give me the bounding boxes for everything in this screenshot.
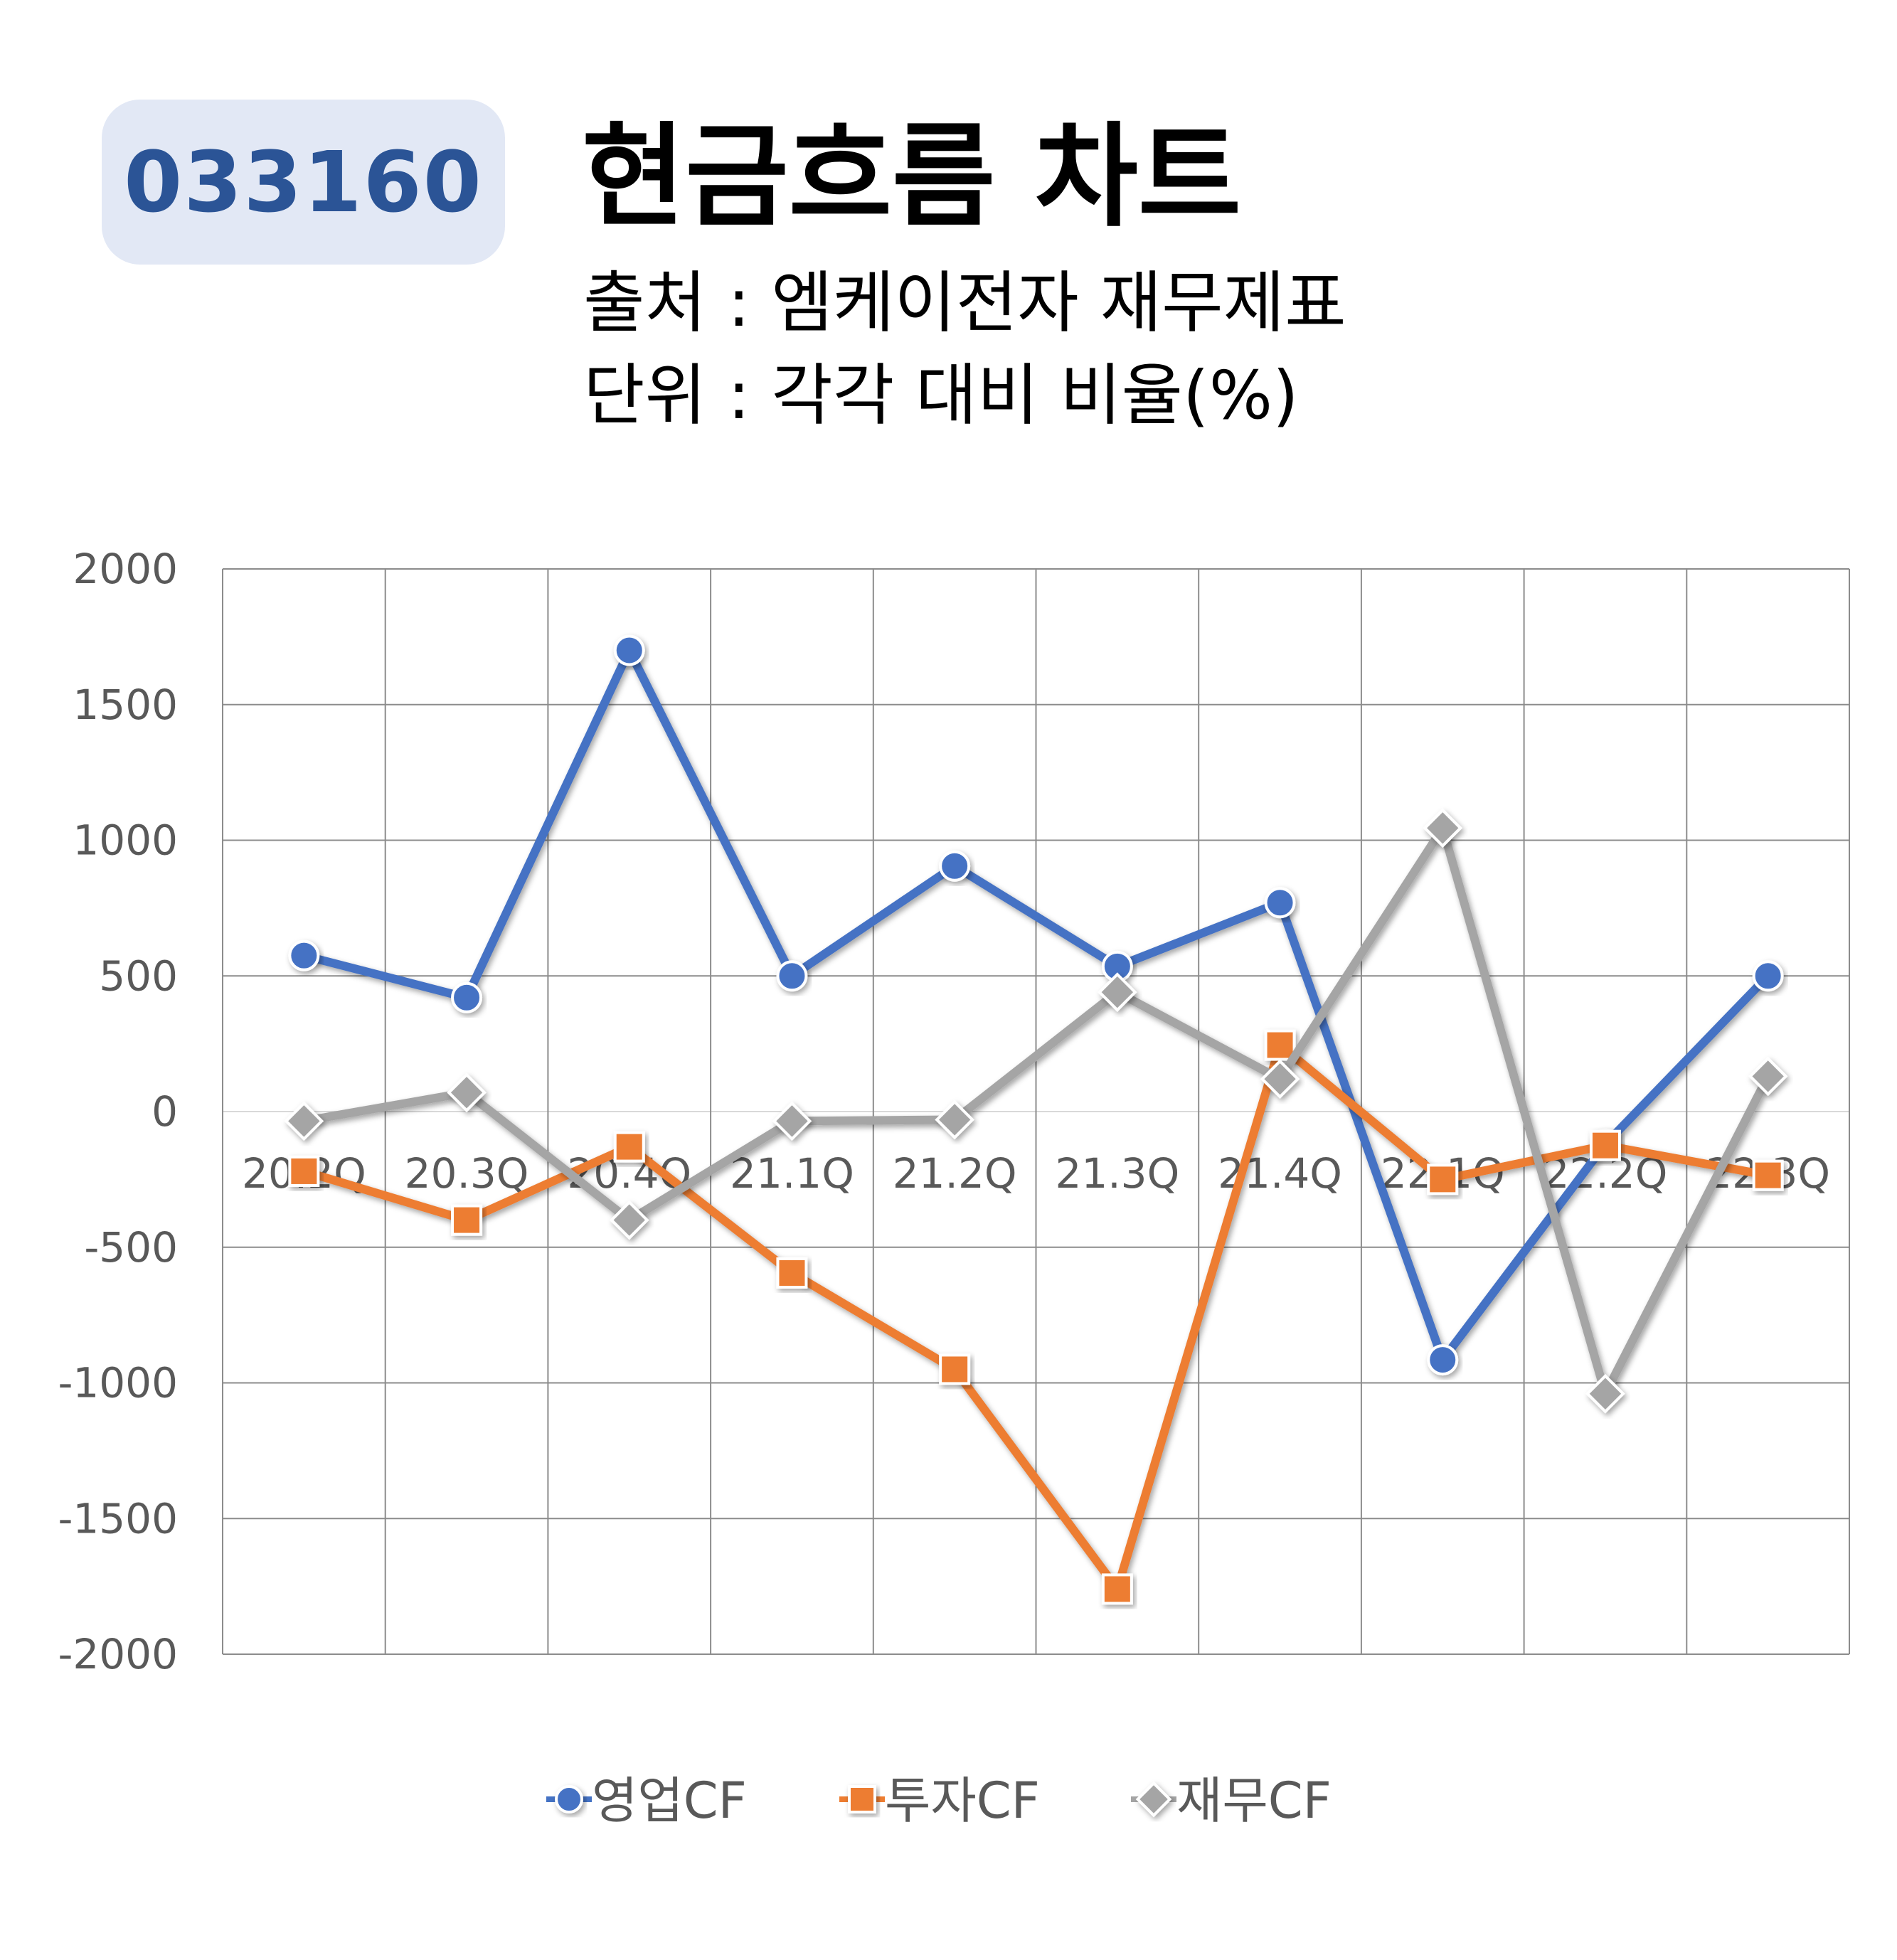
data-point: [1752, 960, 1784, 992]
data-point: [1101, 1573, 1133, 1605]
data-point: [451, 981, 483, 1013]
stock-code-badge: 033160: [102, 100, 505, 265]
y-tick-label: 0: [152, 1087, 178, 1136]
legend-label: 영업CF: [592, 1772, 747, 1830]
legend: 영업CF 투자CF 재무CF: [546, 1772, 1332, 1830]
series-line: [299, 646, 1773, 1365]
data-point: [1427, 1344, 1459, 1376]
data-point: [776, 1257, 808, 1289]
data-point: [772, 1101, 812, 1141]
y-tick-label: -2000: [58, 1630, 178, 1678]
series-line: [299, 1040, 1773, 1594]
y-tick-label: -500: [84, 1223, 178, 1272]
x-tick-label: 21.2Q: [893, 1149, 1017, 1198]
source-line: 출처 : 엠케이전자 재무제표: [583, 265, 1346, 342]
y-tick-label: 2000: [73, 545, 178, 593]
data-point: [1589, 1129, 1621, 1161]
legend-item: 영업CF: [546, 1772, 747, 1830]
series-1: [288, 1029, 1784, 1605]
data-point: [1748, 1056, 1788, 1097]
data-point: [1585, 1373, 1625, 1414]
unit-line: 단위 : 각각 대비 비율(%): [583, 357, 1299, 435]
series-2: [284, 808, 1788, 1414]
y-tick-label: -1500: [58, 1494, 178, 1543]
data-point: [776, 960, 808, 992]
legend-swatch-marker: [848, 1785, 876, 1813]
y-tick-label: -1000: [58, 1359, 178, 1407]
data-point: [1264, 1029, 1296, 1061]
x-tick-label: 21.3Q: [1055, 1149, 1179, 1198]
data-point: [451, 1204, 483, 1236]
data-point: [1098, 972, 1137, 1012]
y-tick-label: 500: [99, 952, 178, 1000]
y-tick-label: 1000: [73, 816, 178, 865]
y-axis-ticks: 2000 1500 1000 500 0 -500 -1000 -1500 -2000: [58, 545, 178, 1678]
data-point: [1264, 887, 1296, 919]
data-point: [288, 939, 320, 971]
chart-title: 현금흐름 차트: [582, 112, 1242, 243]
series-layer: [284, 634, 1788, 1605]
legend-swatch-marker: [1135, 1781, 1172, 1818]
data-point: [284, 1101, 324, 1141]
data-point: [447, 1072, 487, 1113]
series-0: [288, 634, 1784, 1376]
legend-label: 투자CF: [885, 1772, 1040, 1830]
series-line: [299, 824, 1773, 1398]
data-point: [613, 634, 645, 666]
x-tick-label: 20.3Q: [405, 1149, 529, 1198]
y-tick-label: 1500: [73, 681, 178, 729]
data-point: [613, 1131, 645, 1163]
data-point: [939, 850, 971, 882]
data-point: [1427, 1163, 1459, 1195]
data-point: [288, 1155, 320, 1187]
data-point: [1423, 808, 1463, 848]
legend-item: 재무CF: [1131, 1772, 1332, 1830]
legend-label: 재무CF: [1176, 1772, 1332, 1830]
legend-swatch-marker: [555, 1785, 583, 1813]
x-tick-label: 21.1Q: [730, 1149, 854, 1198]
data-point: [1260, 1059, 1300, 1099]
legend-item: 투자CF: [839, 1772, 1040, 1830]
data-point: [935, 1099, 974, 1140]
grid-lines: [222, 568, 1850, 1655]
data-point: [609, 1200, 649, 1240]
data-point: [939, 1353, 971, 1385]
data-point: [1752, 1159, 1784, 1191]
